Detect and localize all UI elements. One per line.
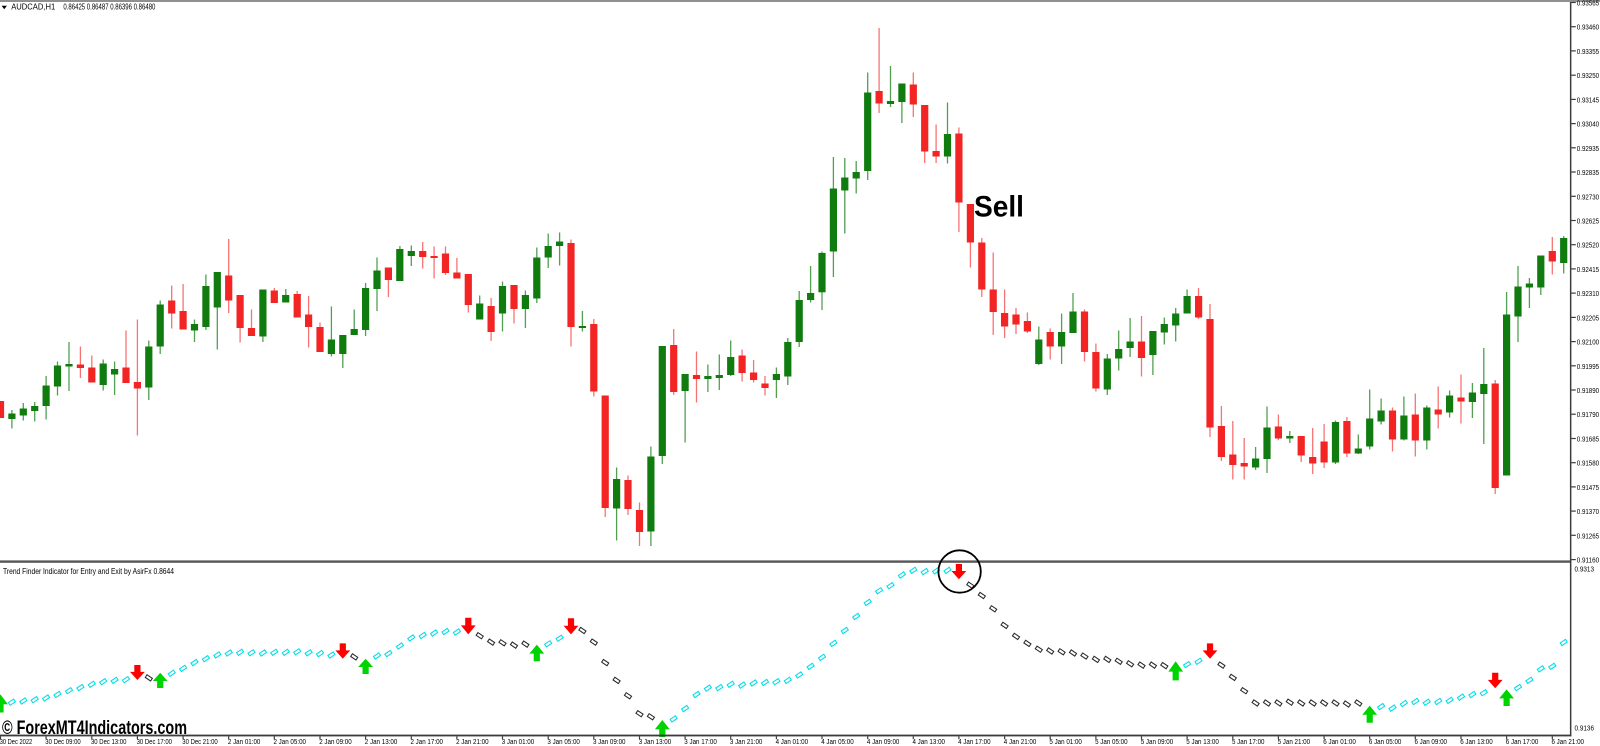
svg-text:3 Jan 13:00: 3 Jan 13:00 (639, 737, 672, 746)
svg-text:0.92415: 0.92415 (1577, 265, 1599, 274)
svg-text:0.86425 0.86487 0.86396 0.8648: 0.86425 0.86487 0.86396 0.86480 (63, 3, 156, 12)
svg-text:Sell: Sell (974, 191, 1024, 224)
svg-text:0.92100: 0.92100 (1577, 338, 1599, 347)
svg-text:4 Jan 13:00: 4 Jan 13:00 (913, 737, 946, 746)
svg-text:0.93250: 0.93250 (1577, 71, 1599, 80)
svg-text:6 Jan 01:00: 6 Jan 01:00 (1323, 737, 1356, 746)
svg-text:5 Jan 05:00: 5 Jan 05:00 (1095, 737, 1128, 746)
svg-text:Trend Finder Indicator for Ent: Trend Finder Indicator for Entry and Exi… (3, 567, 175, 576)
svg-text:6 Jan 05:00: 6 Jan 05:00 (1369, 737, 1402, 746)
svg-text:30 Dec 17:00: 30 Dec 17:00 (137, 737, 172, 746)
svg-text:0.93355: 0.93355 (1577, 47, 1599, 56)
svg-text:3 Jan 05:00: 3 Jan 05:00 (547, 737, 580, 746)
svg-text:30 Dec 09:00: 30 Dec 09:00 (45, 737, 80, 746)
svg-text:30 Dec 2022: 30 Dec 2022 (0, 737, 32, 746)
svg-text:0.91370: 0.91370 (1577, 507, 1599, 516)
svg-text:4 Jan 05:00: 4 Jan 05:00 (821, 737, 854, 746)
svg-text:5 Jan 13:00: 5 Jan 13:00 (1186, 737, 1219, 746)
svg-text:5 Jan 21:00: 5 Jan 21:00 (1278, 737, 1311, 746)
svg-text:6 Jan 09:00: 6 Jan 09:00 (1415, 737, 1448, 746)
svg-text:0.91580: 0.91580 (1577, 459, 1599, 468)
svg-text:2 Jan 13:00: 2 Jan 13:00 (365, 737, 398, 746)
svg-text:2 Jan 05:00: 2 Jan 05:00 (274, 737, 307, 746)
svg-text:0.92310: 0.92310 (1577, 289, 1599, 298)
svg-text:4 Jan 01:00: 4 Jan 01:00 (776, 737, 809, 746)
svg-text:0.92520: 0.92520 (1577, 241, 1599, 250)
svg-text:0.93565: 0.93565 (1577, 0, 1599, 8)
svg-text:6 Jan 21:00: 6 Jan 21:00 (1552, 737, 1585, 746)
svg-text:0.91790: 0.91790 (1577, 410, 1599, 419)
svg-text:0.9136: 0.9136 (1575, 723, 1595, 732)
svg-text:3 Jan 09:00: 3 Jan 09:00 (593, 737, 626, 746)
svg-text:0.93040: 0.93040 (1577, 120, 1599, 129)
svg-text:2 Jan 21:00: 2 Jan 21:00 (456, 737, 489, 746)
svg-text:4 Jan 17:00: 4 Jan 17:00 (958, 737, 991, 746)
svg-text:6 Jan 17:00: 6 Jan 17:00 (1506, 737, 1539, 746)
svg-text:4 Jan 09:00: 4 Jan 09:00 (867, 737, 900, 746)
svg-text:2 Jan 01:00: 2 Jan 01:00 (228, 737, 261, 746)
svg-text:0.91160: 0.91160 (1577, 556, 1599, 565)
svg-text:0.92730: 0.92730 (1577, 192, 1599, 201)
svg-text:0.9313: 0.9313 (1575, 564, 1595, 573)
svg-text:5 Jan 17:00: 5 Jan 17:00 (1232, 737, 1265, 746)
svg-text:0.92835: 0.92835 (1577, 168, 1599, 177)
svg-text:0.91995: 0.91995 (1577, 362, 1599, 371)
svg-text:0.92935: 0.92935 (1577, 144, 1599, 153)
svg-text:5 Jan 09:00: 5 Jan 09:00 (1141, 737, 1174, 746)
svg-text:0.91685: 0.91685 (1577, 435, 1599, 444)
svg-text:0.91890: 0.91890 (1577, 386, 1599, 395)
svg-text:3 Jan 21:00: 3 Jan 21:00 (730, 737, 763, 746)
svg-text:0.91265: 0.91265 (1577, 531, 1599, 540)
svg-text:6 Jan 13:00: 6 Jan 13:00 (1460, 737, 1493, 746)
svg-text:AUDCAD,H1: AUDCAD,H1 (11, 3, 55, 12)
svg-text:0.93460: 0.93460 (1577, 23, 1599, 32)
svg-text:3 Jan 17:00: 3 Jan 17:00 (684, 737, 717, 746)
svg-text:0.92625: 0.92625 (1577, 217, 1599, 226)
svg-text:30 Dec 13:00: 30 Dec 13:00 (91, 737, 126, 746)
svg-text:© ForexMT4Indicators.com: © ForexMT4Indicators.com (2, 717, 187, 739)
svg-text:0.91475: 0.91475 (1577, 483, 1599, 492)
svg-text:0.93145: 0.93145 (1577, 95, 1599, 104)
svg-text:3 Jan 01:00: 3 Jan 01:00 (502, 737, 535, 746)
svg-text:5 Jan 01:00: 5 Jan 01:00 (1049, 737, 1082, 746)
svg-text:2 Jan 09:00: 2 Jan 09:00 (319, 737, 352, 746)
svg-text:2 Jan 17:00: 2 Jan 17:00 (411, 737, 444, 746)
svg-text:30 Dec 21:00: 30 Dec 21:00 (182, 737, 217, 746)
svg-text:0.92205: 0.92205 (1577, 313, 1599, 322)
svg-text:4 Jan 21:00: 4 Jan 21:00 (1004, 737, 1037, 746)
